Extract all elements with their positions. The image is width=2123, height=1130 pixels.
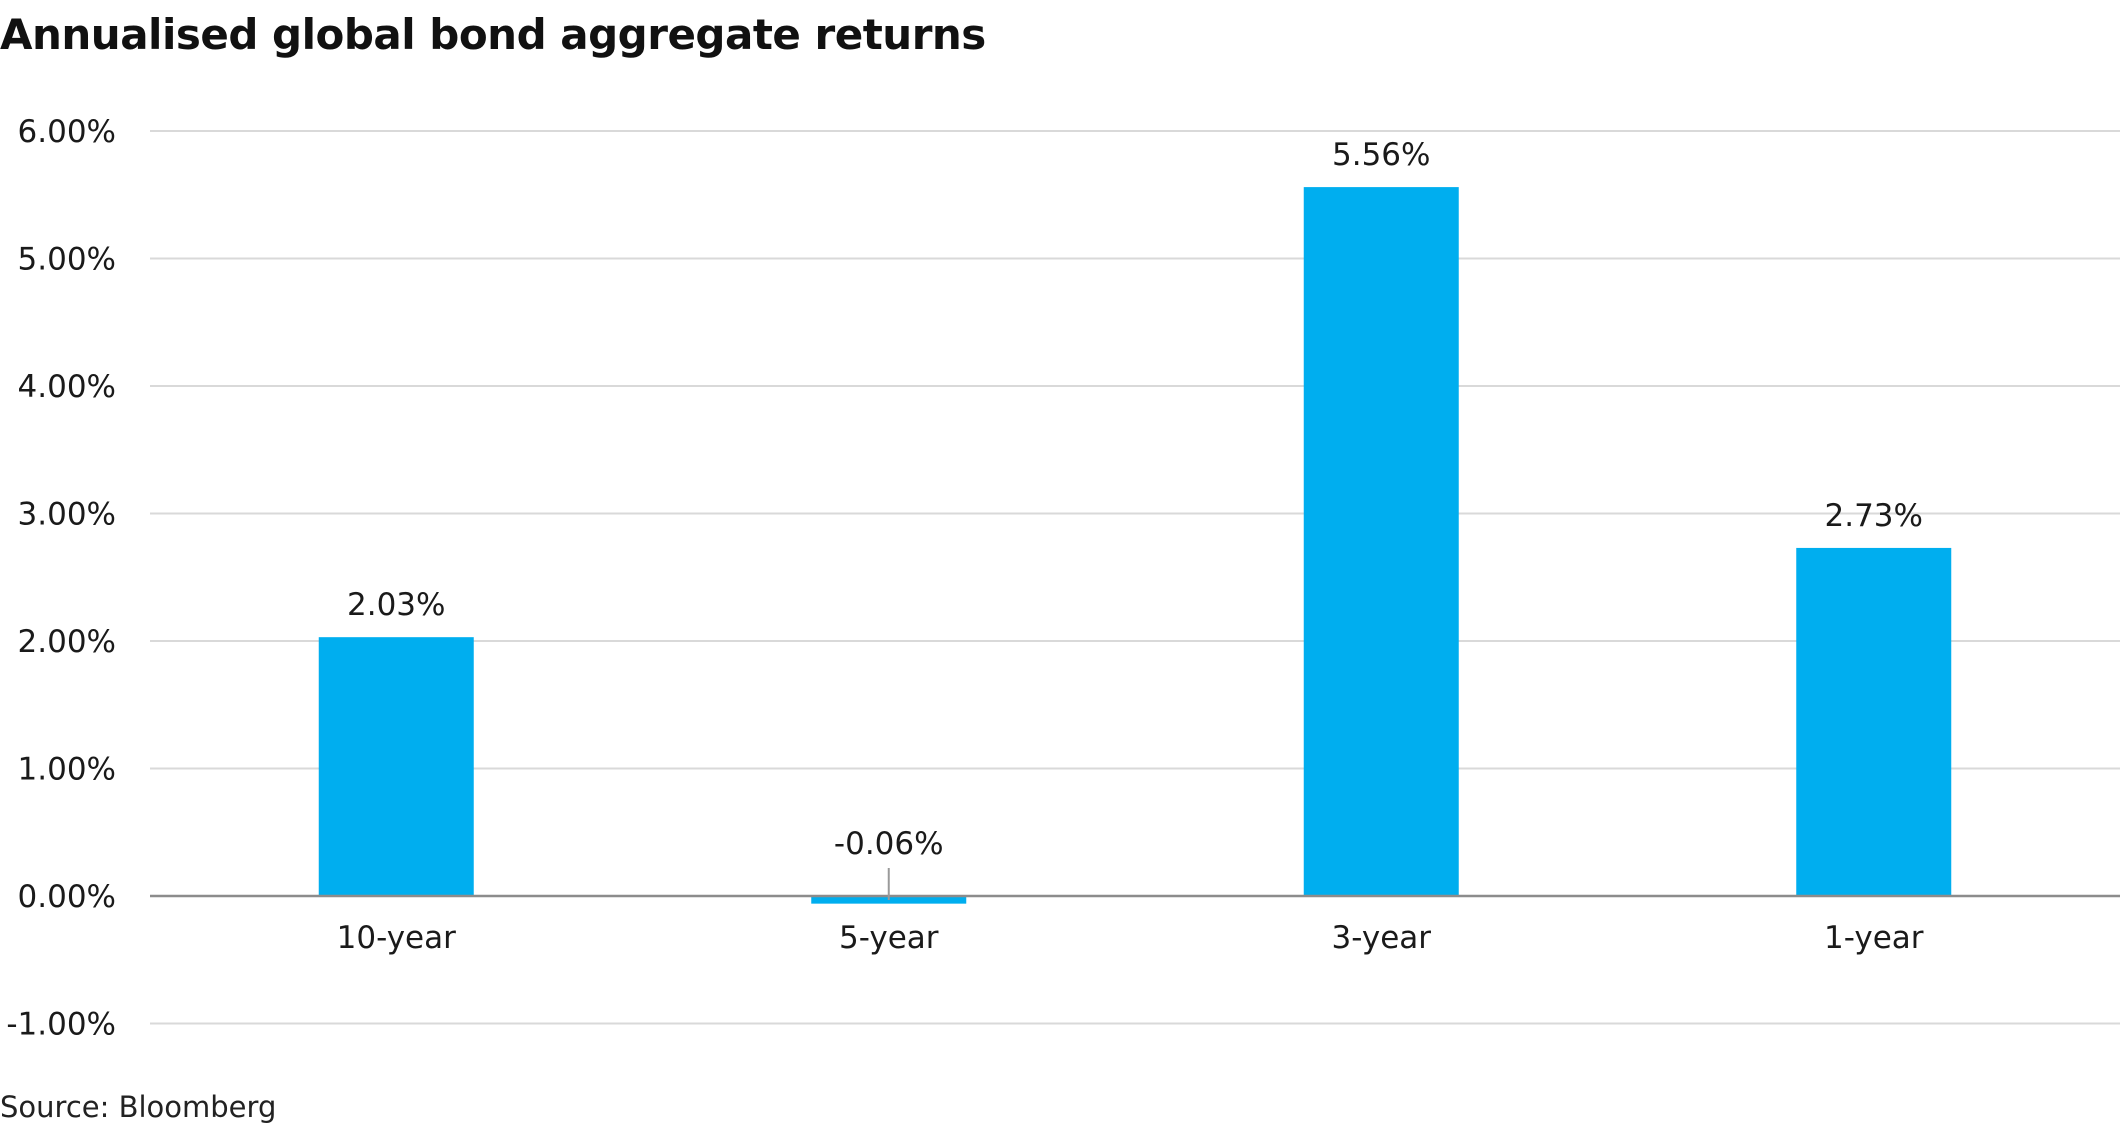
y-tick-label: 5.00% (18, 242, 116, 278)
bar-1-year (1796, 547, 1952, 896)
x-category-label: 5-year (839, 920, 939, 956)
bars (318, 187, 1952, 904)
data-labels: 2.03% -0.06% 5.56% 2.73% (347, 137, 1923, 900)
y-tick-label: 2.00% (18, 624, 116, 660)
y-tick-label: 0.00% (18, 879, 116, 915)
y-axis-ticks: 6.00% 5.00% 4.00% 3.00% 2.00% 1.00% 0.00% -1.00… (6, 114, 116, 1043)
bar-10-year (318, 637, 474, 896)
x-category-label: 1-year (1824, 920, 1924, 956)
y-tick-label: -1.00% (6, 1007, 116, 1043)
x-axis-categories: 10-year 5-year 3-year 1-year (337, 920, 1924, 956)
data-label: 5.56% (1332, 137, 1430, 173)
data-label: 2.73% (1825, 498, 1923, 534)
chart-title: Annualised global bond aggregate returns (0, 10, 986, 59)
gridlines (150, 130, 2120, 1025)
bar-3-year (1303, 187, 1459, 897)
y-tick-label: 3.00% (18, 497, 116, 533)
data-label: 2.03% (347, 587, 445, 623)
y-tick-label: 4.00% (18, 369, 116, 405)
y-tick-label: 6.00% (18, 114, 116, 150)
x-category-label: 10-year (337, 920, 457, 956)
x-category-label: 3-year (1331, 920, 1431, 956)
data-label: -0.06% (834, 826, 944, 862)
y-tick-label: 1.00% (18, 752, 116, 788)
source-note: Source: Bloomberg (0, 1090, 277, 1124)
